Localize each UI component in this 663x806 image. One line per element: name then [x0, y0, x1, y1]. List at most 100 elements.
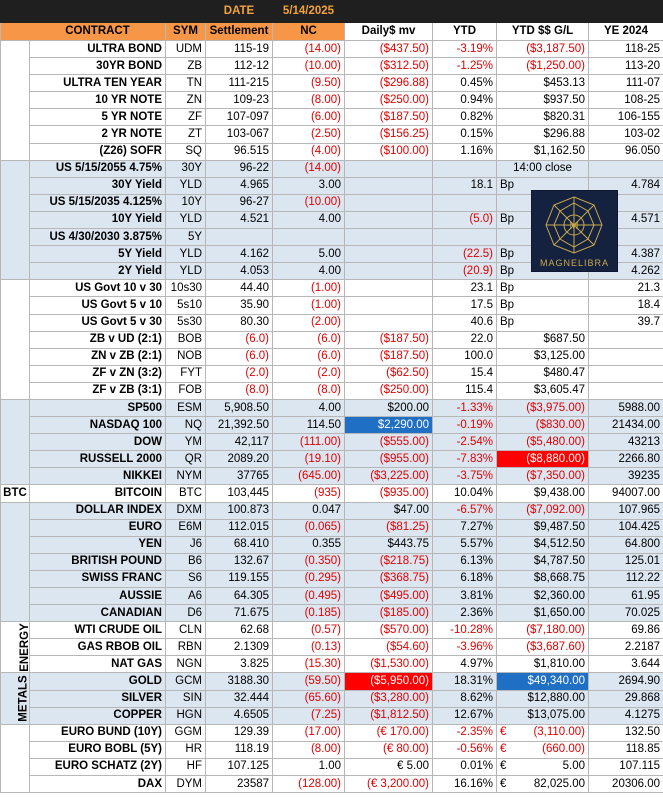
contract-symbol: YLD — [164, 262, 207, 281]
ytd-cell: 5.57% — [432, 535, 498, 554]
ytd-cell: 23.1 — [432, 279, 498, 298]
net-change-cell: (0.13) — [272, 638, 346, 657]
contract-symbol: 10Y — [164, 193, 207, 212]
ytd-gl-cell: $3,125.00 — [496, 347, 590, 366]
contract-symbol: B6 — [164, 552, 207, 571]
ytd-gl-cell: $3,605.47 — [496, 381, 590, 400]
ytd-gl-cell: € (660.00) — [496, 740, 590, 759]
ytd-cell: -3.75% — [432, 467, 498, 486]
contract-row: BTC BITCOIN BTC 103,445 (935) ($935.00) 10.04%… — [0, 484, 663, 503]
contract-row: EQUITY INDEXESSP500ESM5,908.504.00$200.0… — [0, 398, 663, 486]
contract-name: DOW — [29, 433, 166, 452]
ytd-cell: 17.5 — [432, 296, 498, 315]
settlement-cell: 4.162 — [205, 245, 274, 264]
ytd-cell: 0.82% — [432, 108, 498, 127]
contract-row: COPPER HGN 4.6505 (7.25) ($1,812.50) 12.67% $1… — [1, 706, 663, 725]
settlement-cell: 42,117 — [205, 433, 274, 452]
contract-name: AUSSIE — [29, 586, 166, 606]
ytd-gl-cell: $453.13 — [496, 74, 590, 93]
section-label: US TREASURIES — [0, 159, 30, 281]
contract-symbol: TN — [164, 74, 207, 93]
ye-2024-cell: 43213 — [588, 433, 663, 452]
ytd-cell: 0.01% — [432, 757, 498, 777]
bp-unit: Bp — [500, 298, 515, 311]
contract-row: YEN J6 68.410 0.355 $443.75 5.57% $4,512.50 64.… — [1, 535, 663, 554]
net-change-cell: (6.0) — [272, 330, 346, 349]
contract-row: ZF v ZB (3:1) FOB (8.0) (8.0) ($250.00) 115.4… — [1, 381, 663, 400]
contract-name: DAX — [29, 775, 166, 794]
contract-symbol: HGN — [164, 706, 207, 725]
header-daily: Daily$ mv — [344, 22, 434, 41]
contract-name: EURO SCHATZ (2Y) — [29, 757, 166, 777]
header-row: CONTRACT SYM Settlement NC Daily$ mv YTD… — [0, 22, 663, 41]
daily-mv-cell — [344, 193, 434, 212]
bp-unit: Bp — [500, 264, 515, 277]
ye-2024-cell: 3.644 — [588, 655, 663, 674]
bp-unit: Bp — [500, 213, 515, 226]
contract-name: ULTRA TEN YEAR — [29, 74, 166, 93]
ytd-gl-cell: ($5,480.00) — [496, 433, 590, 452]
contract-row: SWISS FRANC S6 119.155 (0.295) ($368.75) 6.18… — [1, 569, 663, 589]
ytd-cell: 18.31% — [432, 672, 498, 691]
settlement-cell: 80.30 — [205, 313, 274, 332]
ytd-cell — [432, 159, 498, 178]
net-change-cell: (19.10) — [272, 450, 346, 469]
ytd-gl-cell: $13,075.00 — [496, 706, 590, 725]
contract-row: (Z26) SOFR SQ 96.515 (4.00) ($100.00) 1.16% $1… — [1, 142, 663, 161]
ye-2024-cell: 104.425 — [588, 518, 663, 537]
settlement-cell: 32.444 — [205, 689, 274, 708]
ye-2024-cell — [588, 330, 663, 349]
net-change-cell: (645.00) — [272, 467, 346, 486]
ytd-cell: 3.81% — [432, 586, 498, 606]
ye-2024-cell: 64.800 — [588, 535, 663, 554]
contract-row: NAT GAS NGN 3.825 (15.30) ($1,530.00) 4.97% $1… — [1, 655, 663, 674]
daily-mv-cell: ($935.00) — [344, 484, 434, 503]
contract-symbol: ZB — [164, 57, 207, 76]
settlement-cell: 62.68 — [205, 621, 274, 640]
contract-row: US TREASURIESUS 5/15/2055 4.75%30Y96-22(… — [0, 159, 663, 281]
net-change-cell — [272, 228, 346, 247]
net-change-cell: (59.50) — [272, 672, 346, 691]
header-sym: SYM — [164, 22, 207, 41]
daily-mv-cell — [344, 313, 434, 332]
net-change-cell: (8.00) — [272, 91, 346, 110]
daily-mv-cell: ($100.00) — [344, 142, 434, 161]
contract-name: SILVER — [29, 689, 166, 708]
ye-2024-cell — [588, 381, 663, 400]
ytd-cell: 7.27% — [432, 518, 498, 537]
settlement-cell: 112.015 — [205, 518, 274, 537]
contract-symbol: HR — [164, 740, 207, 759]
ytd-cell: -0.19% — [432, 416, 498, 435]
contract-symbol: E6M — [164, 518, 207, 537]
ytd-cell: 10.04% — [432, 484, 498, 503]
header-nc: NC — [272, 22, 346, 41]
daily-mv-cell: ($185.00) — [344, 604, 434, 623]
contract-row: RUSSELL 2000 QR 2089.20 (19.10) ($955.00) -7.… — [1, 450, 663, 469]
ytd-gl-cell: $2,360.00 — [496, 586, 590, 606]
contract-symbol: NYM — [164, 467, 207, 486]
contract-row: INTEREST RATESULTRA BONDUDM115-19(14.00)… — [0, 39, 663, 161]
ytd-cell: -10.28% — [432, 621, 498, 640]
ytd-gl-value: (660.00) — [542, 743, 586, 756]
ytd-cell — [432, 193, 498, 212]
daily-mv-cell: ($555.00) — [344, 433, 434, 452]
ytd-gl-cell: $937.50 — [496, 91, 590, 110]
contract-name: 10 YR NOTE — [29, 91, 166, 110]
net-change-cell: (6.00) — [272, 108, 346, 127]
bp-unit: Bp — [500, 281, 515, 294]
settlement-cell: 4.053 — [205, 262, 274, 281]
contract-name: 5Y Yield — [29, 245, 166, 264]
daily-mv-cell: ($187.50) — [344, 330, 434, 349]
contract-name: US Govt 10 v 30 — [29, 279, 166, 298]
contract-symbol: SQ — [164, 142, 207, 161]
contract-name: GAS RBOB OIL — [29, 638, 166, 657]
contract-row: GERMAN FUTURESEURO BUND (10Y)GGM129.39(1… — [0, 723, 663, 794]
contract-name: 30YR BOND — [29, 57, 166, 76]
ytd-gl-cell: ($3,975.00) — [496, 398, 590, 418]
daily-mv-cell: ($495.00) — [344, 586, 434, 606]
section-label: INTEREST RATES — [0, 40, 30, 161]
ye-2024-cell: 70.025 — [588, 604, 663, 623]
net-change-cell: 1.00 — [272, 757, 346, 777]
daily-mv-cell — [344, 228, 434, 247]
